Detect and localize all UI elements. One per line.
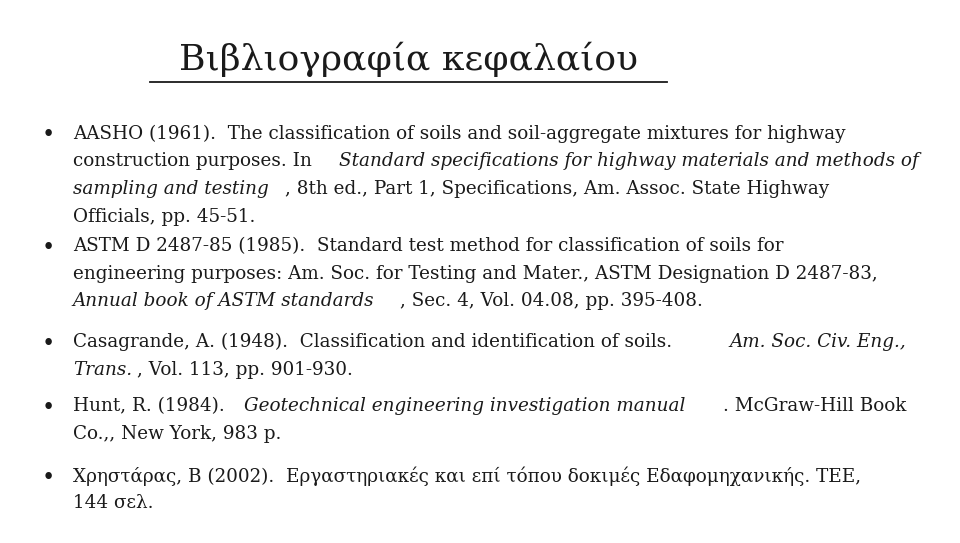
Text: Geotechnical engineering investigation manual: Geotechnical engineering investigation m…	[244, 397, 685, 415]
Text: ASTM D 2487-85 (1985).  Standard test method for classification of soils for: ASTM D 2487-85 (1985). Standard test met…	[73, 237, 783, 255]
Text: Officials, pp. 45-51.: Officials, pp. 45-51.	[73, 208, 255, 226]
Text: •: •	[42, 333, 56, 355]
Text: •: •	[42, 237, 56, 259]
Text: engineering purposes: Am. Soc. for Testing and Mater., ASTM Designation D 2487-8: engineering purposes: Am. Soc. for Testi…	[73, 264, 877, 282]
Text: construction purposes. In: construction purposes. In	[73, 152, 318, 171]
Text: Trans.: Trans.	[73, 361, 132, 379]
Text: •: •	[42, 397, 56, 419]
Text: , Vol. 113, pp. 901-930.: , Vol. 113, pp. 901-930.	[137, 361, 353, 379]
Text: Χρηστάρας, Β (2002).  Εργαστηριακές και επί τόπου δοκιμές Εδαφομηχανικής. TEE,: Χρηστάρας, Β (2002). Εργαστηριακές και ε…	[73, 466, 861, 486]
Text: , 8th ed., Part 1, Specifications, Am. Assoc. State Highway: , 8th ed., Part 1, Specifications, Am. A…	[285, 180, 829, 198]
Text: , Sec. 4, Vol. 04.08, pp. 395-408.: , Sec. 4, Vol. 04.08, pp. 395-408.	[400, 292, 703, 311]
Text: Βιβλιογραφία κεφαλαίου: Βιβλιογραφία κεφαλαίου	[179, 42, 637, 77]
Text: •: •	[42, 124, 56, 147]
Text: Am. Soc. Civ. Eng.,: Am. Soc. Civ. Eng.,	[730, 333, 906, 351]
Text: •: •	[42, 466, 56, 489]
Text: 144 σελ.: 144 σελ.	[73, 495, 154, 513]
Text: Standard specifications for highway materials and methods of: Standard specifications for highway mate…	[339, 152, 919, 171]
Text: . McGraw-Hill Book: . McGraw-Hill Book	[723, 397, 906, 415]
Text: Casagrande, A. (1948).  Classification and identification of soils.: Casagrande, A. (1948). Classification an…	[73, 333, 678, 351]
Text: Annual book of ASTM standards: Annual book of ASTM standards	[73, 292, 374, 311]
Text: Hunt, R. (1984).: Hunt, R. (1984).	[73, 397, 230, 415]
Text: AASHO (1961).  The classification of soils and soil-aggregate mixtures for highw: AASHO (1961). The classification of soil…	[73, 124, 846, 143]
Text: sampling and testing: sampling and testing	[73, 180, 269, 198]
Text: Co.,, New York, 983 p.: Co.,, New York, 983 p.	[73, 425, 281, 443]
